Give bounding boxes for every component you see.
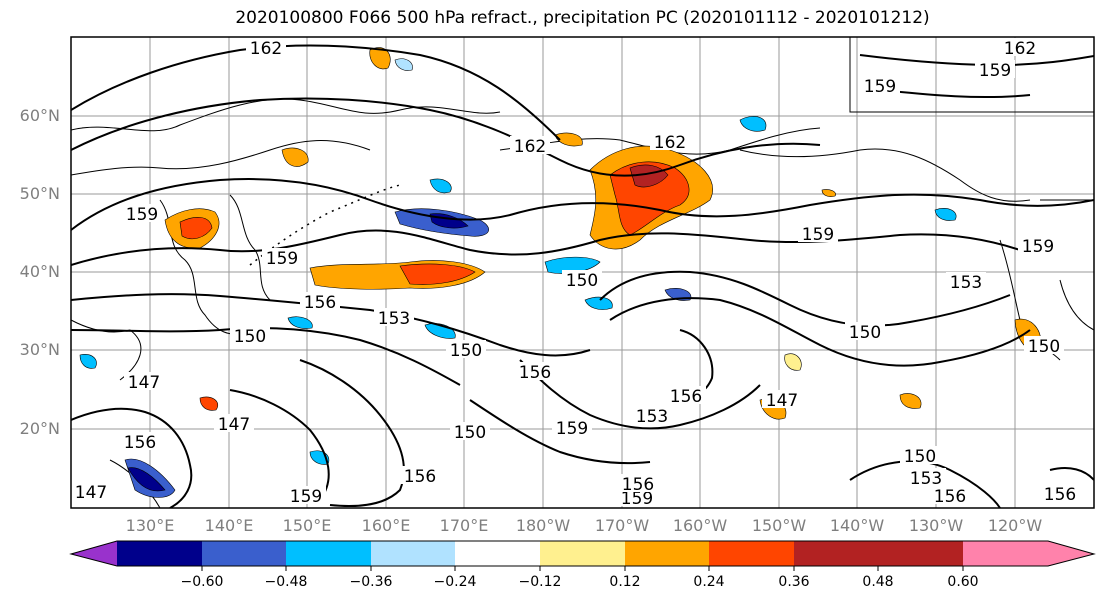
contour-label: 147 xyxy=(766,391,798,411)
contour-label: 159 xyxy=(126,205,158,225)
contour-label: 162 xyxy=(654,133,686,153)
colorbar-tick-label: −0.12 xyxy=(519,574,562,590)
colorbar-tick-label: −0.60 xyxy=(181,574,224,590)
lon-label: 130°W xyxy=(909,516,964,535)
contour-label: 162 xyxy=(1004,39,1036,59)
contour-label: 162 xyxy=(250,39,282,59)
gridlines xyxy=(71,37,1094,508)
contour-label: 150 xyxy=(904,447,936,467)
lon-label: 130°E xyxy=(126,516,175,535)
colorbar-tick-label: −0.24 xyxy=(434,574,477,590)
contour-label: 159 xyxy=(266,249,298,269)
contour-lines xyxy=(71,44,1094,508)
contour-label: 159 xyxy=(1022,237,1054,257)
lon-label: 160°W xyxy=(673,516,728,535)
contour-label: 150 xyxy=(234,327,266,347)
colorbar-segment xyxy=(202,541,286,566)
map-frame xyxy=(70,36,1095,509)
contour-label: 153 xyxy=(378,309,410,329)
contour-label: 150 xyxy=(849,323,881,343)
lon-label: 140°W xyxy=(830,516,885,535)
precip-shading xyxy=(79,47,1042,498)
contour-label: 159 xyxy=(979,61,1011,81)
colorbar-segment xyxy=(794,541,878,566)
colorbar-tick-label: 0.36 xyxy=(778,574,809,590)
colorbar-tick-label: 0.12 xyxy=(609,574,640,590)
longitude-axis: 130°E 140°E 150°E 160°E 170°E 180°W 170°… xyxy=(126,516,1043,535)
contour-label: 156 xyxy=(304,293,336,313)
colorbar-segment xyxy=(709,541,794,566)
colorbar-tick-label: 0.60 xyxy=(947,574,978,590)
colorbar-extend-low xyxy=(71,541,117,566)
contour-label: 150 xyxy=(1028,337,1060,357)
lon-label: 170°E xyxy=(440,516,489,535)
contour-label: 162 xyxy=(514,137,546,157)
contour-label: 156 xyxy=(622,475,654,495)
colorbar-segment xyxy=(540,541,625,566)
contour-label: 150 xyxy=(566,271,598,291)
contour-label: 156 xyxy=(519,363,551,383)
lat-label: 30°N xyxy=(20,340,60,359)
contour-label: 147 xyxy=(75,483,107,503)
contour-label: 159 xyxy=(621,489,653,509)
colorbar-tick-label: 0.48 xyxy=(862,574,893,590)
contour-label: 156 xyxy=(124,433,156,453)
colorbar-segment xyxy=(625,541,709,566)
lon-label: 150°W xyxy=(752,516,807,535)
colorbar-extend-high xyxy=(963,541,1094,566)
colorbar-tick-label: 0.24 xyxy=(693,574,724,590)
map-title: 2020100800 F066 500 hPa refract., precip… xyxy=(235,8,930,28)
lon-label: 160°E xyxy=(362,516,411,535)
colorbar-segment xyxy=(371,541,455,566)
contour-label: 150 xyxy=(450,341,482,361)
contour-label: 147 xyxy=(218,415,250,435)
contour-label: 159 xyxy=(864,77,896,97)
lat-label: 20°N xyxy=(20,419,60,438)
lon-label: 120°W xyxy=(988,516,1043,535)
contour-label: 150 xyxy=(454,423,486,443)
colorbar-tick-label: −0.48 xyxy=(265,574,308,590)
colorbar-segment xyxy=(878,541,963,566)
colorbar-segment xyxy=(286,541,371,566)
contour-label: 159 xyxy=(802,225,834,245)
contour-label: 159 xyxy=(290,487,322,507)
contour-label: 156 xyxy=(1044,485,1076,505)
contour-label: 153 xyxy=(950,273,982,293)
contour-label-group: 162 162 162 162 159 159 159 159 159 159 … xyxy=(75,38,1080,509)
lon-label: 170°W xyxy=(595,516,650,535)
lat-label: 60°N xyxy=(20,106,60,125)
contour-label: 156 xyxy=(934,487,966,507)
contour-label: 156 xyxy=(404,467,436,487)
lon-label: 180°W xyxy=(516,516,571,535)
contour-label: 153 xyxy=(636,407,668,427)
colorbar-segment xyxy=(455,541,540,566)
lat-label: 40°N xyxy=(20,262,60,281)
contour-label: 147 xyxy=(128,373,160,393)
contour-label: 153 xyxy=(910,469,942,489)
colorbar-segment xyxy=(117,541,202,566)
lon-label: 140°E xyxy=(205,516,254,535)
contour-label: 159 xyxy=(556,419,588,439)
lon-label: 150°E xyxy=(283,516,332,535)
contour-label: 156 xyxy=(670,387,702,407)
colorbar-tick-label: −0.36 xyxy=(350,574,393,590)
lat-label: 50°N xyxy=(20,184,60,203)
latitude-axis: 60°N 50°N 40°N 30°N 20°N xyxy=(20,106,60,438)
colorbar: −0.60 −0.48 −0.36 −0.24 −0.12 0.12 0.24 … xyxy=(69,540,1096,590)
